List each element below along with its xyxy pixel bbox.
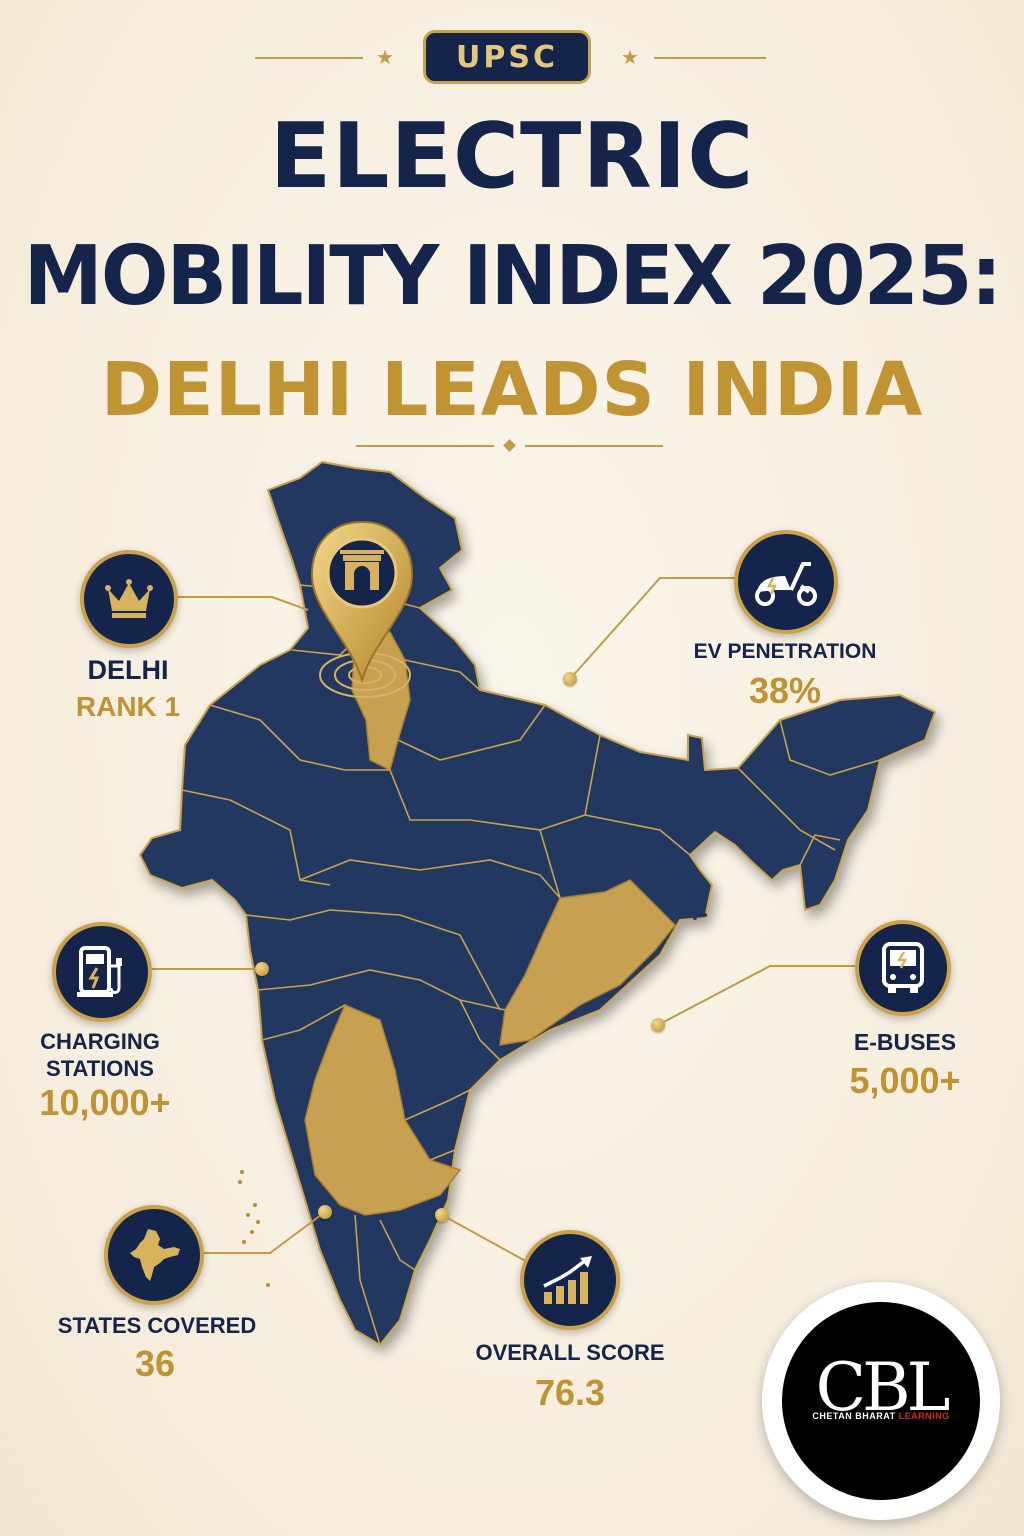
connector-dot [651, 1018, 665, 1032]
ebuses-badge [855, 920, 951, 1016]
east-islands [685, 909, 707, 920]
title-line-2: MOBILITY INDEX 2025: [23, 229, 1003, 324]
crown-icon [105, 579, 153, 618]
charging-stations-badge [52, 922, 152, 1022]
overall-score-value: 76.3 [534, 1372, 606, 1413]
delhi-rank: RANK 1 [75, 691, 181, 722]
india-map-icon [130, 1229, 180, 1281]
star-icon: ★ [376, 45, 394, 69]
ebuses-value: 5,000+ [849, 1060, 961, 1101]
upsc-badge: UPSC [423, 30, 591, 84]
region-odisha [499, 879, 677, 1046]
charging-label-2: STATIONS [46, 1056, 154, 1081]
connector-dot [435, 1208, 449, 1222]
ev-penetration-value: 38% [748, 670, 822, 711]
states-covered-value: 36 [134, 1343, 176, 1384]
logo-name-red: LEARNING [898, 1411, 950, 1421]
rising-chart-icon [543, 1256, 592, 1304]
ev-penetration-badge [734, 530, 838, 634]
states-covered-badge [104, 1205, 204, 1305]
star-icon: ★ [621, 45, 639, 69]
logo-letters: CBL [815, 1349, 951, 1426]
ebuses-label: E-BUSES [853, 1029, 957, 1055]
scooter-icon [755, 562, 817, 606]
india-gate-icon [340, 550, 384, 590]
charging-label-1: CHARGING [40, 1029, 160, 1054]
map-pin [310, 520, 414, 698]
overall-score-label: OVERALL SCORE [475, 1340, 665, 1365]
cbl-logo [782, 1302, 980, 1500]
delhi-label: DELHI [87, 655, 169, 685]
connector-dot [318, 1205, 332, 1219]
states-covered-label: STATES COVERED [57, 1313, 257, 1338]
divider-left [356, 445, 494, 447]
island-dots [238, 1170, 270, 1287]
charging-value: 10,000+ [39, 1082, 171, 1123]
header-rule-right [654, 57, 766, 59]
logo-name: CHETAN BHARAT LEARNING [800, 1411, 962, 1421]
bus-icon [882, 942, 924, 993]
divider-right [525, 445, 663, 447]
charging-station-icon [77, 946, 122, 997]
region-karnataka [304, 1004, 462, 1216]
delhi-rank-badge [80, 550, 178, 648]
title-line-3: DELHI LEADS INDIA [100, 347, 924, 433]
title-line-1: ELECTRIC [269, 104, 755, 209]
overall-score-badge [520, 1230, 620, 1330]
connector-dot [255, 962, 269, 976]
ev-penetration-label: EV PENETRATION [693, 640, 877, 663]
header-rule-left [255, 57, 363, 59]
connector-dot [563, 672, 577, 686]
logo-name-white: CHETAN BHARAT [812, 1411, 896, 1421]
